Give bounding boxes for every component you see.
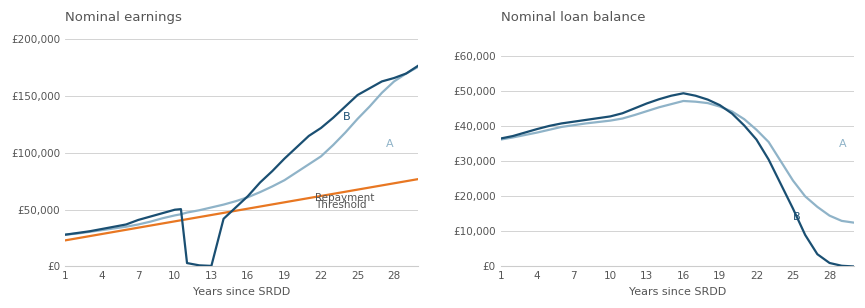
Text: B: B [793,213,801,222]
Text: Nominal loan balance: Nominal loan balance [501,11,645,24]
Text: Repayment: Repayment [315,193,375,203]
X-axis label: Years since SRDD: Years since SRDD [193,287,291,297]
Text: A: A [386,139,394,149]
Text: Nominal earnings: Nominal earnings [65,11,183,24]
Text: Threshold: Threshold [315,200,367,210]
Text: B: B [343,111,350,122]
Text: A: A [839,139,847,149]
X-axis label: Years since SRDD: Years since SRDD [629,287,726,297]
